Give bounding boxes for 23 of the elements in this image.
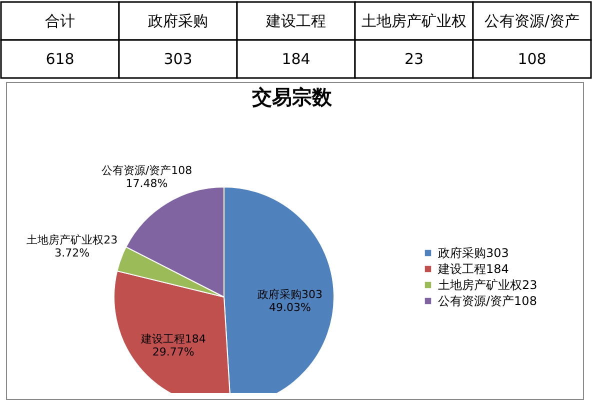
slice-label: 土地房产矿业权23 — [26, 234, 118, 247]
category-label: 政府采购 — [148, 12, 208, 30]
data-label: 618 — [46, 50, 74, 68]
data-label: 184 — [282, 50, 310, 68]
data-label: 49.03% — [268, 300, 311, 314]
category-label: 公有资源/资产 — [484, 12, 580, 30]
legend-label: 公有资源/资产108 — [438, 294, 537, 308]
legend-label: 政府采购303 — [438, 246, 509, 260]
legend-label: 建设工程184 — [437, 262, 509, 276]
data-label: 3.72% — [54, 246, 90, 260]
category-label: 建设工程 — [265, 12, 326, 30]
data-label: 23 — [404, 50, 424, 68]
legend-label: 土地房产矿业权23 — [438, 278, 538, 292]
data-label: 303 — [164, 50, 192, 68]
slice-label: 公有资源/资产108 — [101, 164, 192, 177]
category-label: 土地房产矿业权 — [362, 12, 466, 30]
data-label: 17.48% — [126, 176, 168, 190]
chart-title: 交易宗数 — [251, 85, 333, 109]
slice-label: 政府采购303 — [257, 288, 322, 301]
category-label: 合计 — [45, 12, 75, 30]
slice-label: 建设工程184 — [140, 332, 206, 346]
data-label: 108 — [518, 50, 546, 68]
data-label: 29.77% — [152, 345, 194, 358]
